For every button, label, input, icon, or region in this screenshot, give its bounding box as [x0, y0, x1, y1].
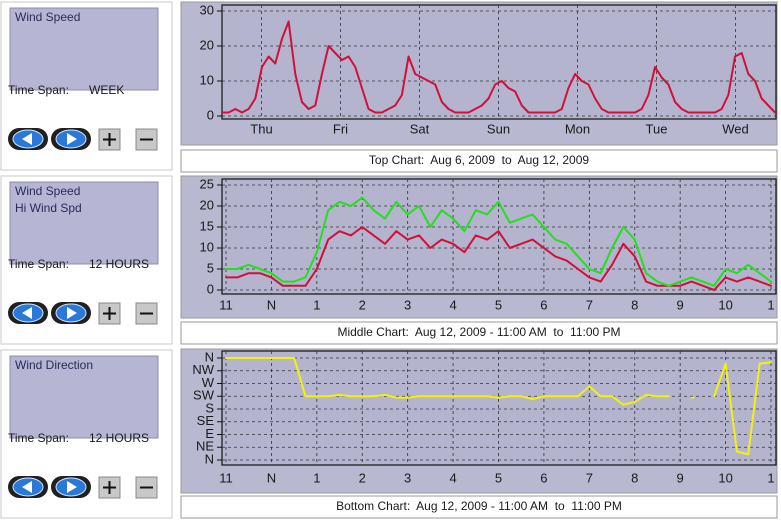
series-list-item[interactable]: Wind Speed: [15, 184, 80, 198]
x-tick-label: Wed: [722, 121, 749, 136]
y-tick-label: E: [205, 426, 214, 441]
x-tick-label: 6: [540, 297, 547, 312]
back-button[interactable]: [8, 302, 48, 324]
y-tick-label: N: [205, 349, 214, 364]
x-tick-label: 11: [219, 470, 233, 485]
button-arrow: [67, 307, 77, 319]
button-arrow: [67, 481, 77, 493]
time-span-value: WEEK: [89, 83, 124, 97]
series-line: [225, 357, 772, 456]
y-tick-label: 20: [200, 37, 214, 52]
zoom-out-button[interactable]: [135, 302, 158, 325]
y-tick-label: 5: [207, 260, 214, 275]
chart-caption-box: [180, 321, 778, 345]
y-tick-label: 0: [207, 281, 214, 296]
y-tick-label: W: [202, 375, 215, 390]
y-tick-label: N: [205, 451, 214, 466]
y-tick-label: NW: [192, 362, 214, 377]
zoom-in-button[interactable]: [98, 476, 121, 499]
y-tick-label: SE: [197, 413, 215, 428]
plot-area: [221, 4, 777, 120]
x-tick-label: Fri: [333, 121, 348, 136]
time-span-label: Time Span:: [8, 83, 69, 97]
x-tick-label: 5: [495, 470, 502, 485]
forward-button[interactable]: [51, 476, 91, 498]
zoom-out-button[interactable]: [135, 128, 158, 151]
zoom-in-button[interactable]: [98, 302, 121, 325]
x-tick-label: Thu: [250, 121, 272, 136]
series-list[interactable]: [9, 355, 159, 439]
series-line: [221, 20, 776, 114]
y-tick-label: NE: [196, 439, 214, 454]
series-list-item[interactable]: Wind Speed: [15, 10, 80, 24]
time-span-label: Time Span:: [8, 257, 69, 271]
y-tick-label: 0: [207, 107, 214, 122]
chart-caption-box: [180, 495, 778, 519]
forward-button[interactable]: [51, 128, 91, 150]
time-span-label: Time Span:: [8, 431, 69, 445]
x-tick-label: 5: [495, 297, 502, 312]
forward-button[interactable]: [51, 302, 91, 324]
y-tick-label: 25: [200, 176, 214, 191]
x-tick-label: 10: [718, 470, 732, 485]
chart-caption: Bottom Chart: Aug 12, 2009 - 11:00 AM to…: [336, 499, 622, 513]
x-tick-label: 10: [718, 297, 732, 312]
x-tick-label: 1: [767, 297, 774, 312]
y-tick-label: 10: [200, 72, 214, 87]
x-tick-label: 9: [677, 470, 684, 485]
y-tick-label: 15: [200, 218, 214, 233]
x-tick-label: 7: [586, 470, 593, 485]
x-tick-label: 8: [631, 470, 638, 485]
x-tick-label: 2: [359, 297, 366, 312]
series-list-item[interactable]: Wind Direction: [15, 358, 93, 372]
x-tick-label: 7: [586, 297, 593, 312]
series-list[interactable]: [9, 181, 159, 265]
x-tick-label: 4: [449, 470, 456, 485]
button-arrow: [67, 133, 77, 145]
zoom-out-button[interactable]: [135, 476, 158, 499]
x-tick-label: 2: [359, 470, 366, 485]
series-list[interactable]: [9, 7, 159, 91]
series-line: [225, 196, 772, 287]
x-tick-label: Sun: [487, 121, 510, 136]
chart-caption: Top Chart: Aug 6, 2009 to Aug 12, 2009: [369, 153, 589, 167]
plot-area: [221, 178, 777, 295]
time-span-value: 12 HOURS: [89, 431, 149, 445]
back-button[interactable]: [8, 128, 48, 150]
chart-caption: Middle Chart: Aug 12, 2009 - 11:00 AM to…: [337, 325, 620, 339]
series-list-item[interactable]: Hi Wind Spd: [15, 201, 82, 215]
x-tick-label: 3: [404, 297, 411, 312]
x-tick-label: 9: [677, 297, 684, 312]
chart-caption-box: [180, 149, 778, 173]
x-tick-label: 8: [631, 297, 638, 312]
time-span-value: 12 HOURS: [89, 257, 149, 271]
x-tick-label: 11: [219, 297, 233, 312]
x-tick-label: N: [267, 297, 276, 312]
y-tick-label: SW: [193, 388, 215, 403]
x-tick-label: N: [267, 470, 276, 485]
button-arrow: [22, 307, 32, 319]
y-tick-label: S: [205, 400, 214, 415]
x-tick-label: 1: [313, 297, 320, 312]
zoom-in-button[interactable]: [98, 128, 121, 151]
y-tick-label: 10: [200, 239, 214, 254]
x-tick-label: Sat: [410, 121, 430, 136]
y-tick-label: 30: [200, 2, 214, 17]
plot-area: [221, 350, 777, 466]
button-arrow: [22, 481, 32, 493]
x-tick-label: 3: [404, 470, 411, 485]
series-line: [225, 226, 772, 291]
button-arrow: [22, 133, 32, 145]
x-tick-label: 1: [313, 470, 320, 485]
back-button[interactable]: [8, 476, 48, 498]
x-tick-label: 6: [540, 470, 547, 485]
x-tick-label: Mon: [565, 121, 590, 136]
y-tick-label: 20: [200, 197, 214, 212]
x-tick-label: 1: [767, 470, 774, 485]
x-tick-label: 4: [449, 297, 456, 312]
x-tick-label: Tue: [646, 121, 668, 136]
